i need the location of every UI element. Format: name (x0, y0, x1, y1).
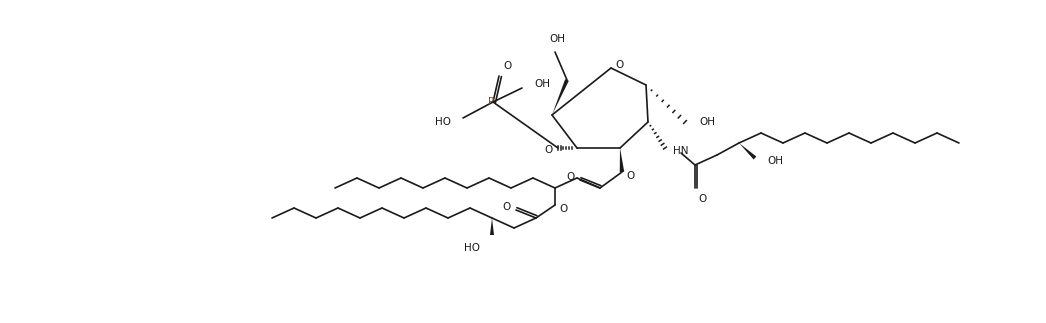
Text: OH: OH (767, 156, 783, 166)
Polygon shape (552, 79, 569, 115)
Text: O: O (503, 202, 511, 212)
Text: O: O (545, 145, 553, 155)
Text: OH: OH (549, 34, 565, 44)
Polygon shape (620, 148, 624, 172)
Text: OH: OH (535, 79, 550, 89)
Text: HN: HN (673, 146, 688, 156)
Text: O: O (567, 172, 575, 182)
Polygon shape (490, 218, 494, 235)
Text: HO: HO (464, 243, 480, 253)
Polygon shape (740, 143, 756, 160)
Text: P: P (487, 97, 494, 107)
Text: O: O (559, 204, 567, 214)
Text: OH: OH (699, 117, 715, 127)
Text: O: O (698, 194, 706, 204)
Text: O: O (615, 60, 623, 70)
Text: O: O (503, 61, 511, 71)
Text: O: O (626, 171, 634, 181)
Text: HO: HO (435, 117, 451, 127)
